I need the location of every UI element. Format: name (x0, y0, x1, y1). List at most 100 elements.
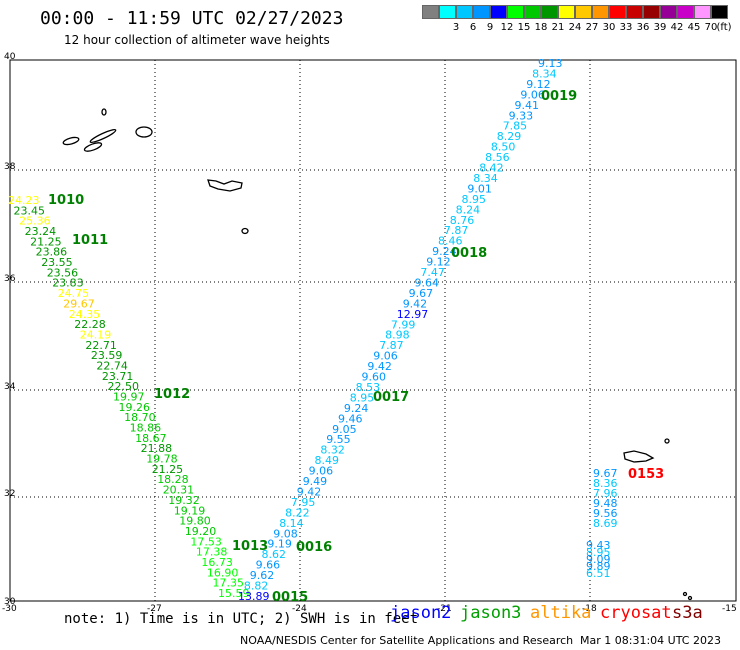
legend-label: 18 (534, 22, 548, 33)
legend-swatch (609, 5, 626, 19)
swh-value: 17.35 (213, 577, 245, 590)
swh-value: 8.50 (491, 141, 516, 154)
swh-value: 8.56 (485, 151, 510, 164)
swh-value: 22.28 (74, 318, 106, 331)
satellite-name: cryosat (600, 603, 672, 623)
legend-swatch (575, 5, 592, 19)
swh-value: 24.35 (69, 308, 101, 321)
legend-label: 70 (704, 22, 718, 33)
lon-tick-label: -27 (147, 604, 162, 614)
island (682, 591, 688, 597)
swh-value: 15.59 (218, 587, 250, 600)
lon-tick-label: -30 (2, 604, 17, 614)
swh-value: 8.76 (450, 214, 475, 227)
swh-value: 21.88 (141, 442, 173, 455)
legend-label: 42 (670, 22, 684, 33)
swh-value: 8.42 (479, 162, 504, 175)
swh-value: 19.32 (168, 494, 200, 507)
map-frame (9, 59, 737, 602)
lon-tick-label: -24 (292, 604, 307, 614)
swh-value: 9.55 (326, 433, 351, 446)
swh-value: 9.09 (586, 553, 611, 566)
legend-label: 33 (619, 22, 633, 33)
swh-value: 8.95 (350, 391, 375, 404)
swh-value: 9.06 (520, 88, 545, 101)
swh-value: 18.70 (124, 411, 156, 424)
legend-label: 27 (585, 22, 599, 33)
island (89, 129, 117, 143)
swh-value: 9.62 (250, 569, 274, 582)
lon-tick-label: -15 (722, 604, 737, 614)
lon-tick-label: -18 (582, 604, 597, 614)
legend-label: 45 (687, 22, 701, 33)
swh-value: 9.24 (344, 402, 369, 415)
swh-value: 7.96 (593, 487, 618, 500)
track-label: 0015 (272, 590, 308, 605)
swh-value: 9.33 (509, 109, 533, 122)
swh-value: 9.66 (256, 559, 281, 572)
swh-value: 7.85 (503, 120, 528, 133)
legend-swatch (626, 5, 643, 19)
credit-line: NOAA/NESDIS Center for Satellite Applica… (240, 634, 574, 647)
axis-tick-labels: -30 -27 -24 -21 -18 -15 40 38 36 34 32 30 (2, 52, 737, 614)
island (241, 227, 249, 235)
swh-value: 24.23 (8, 194, 40, 207)
swh-value: 8.24 (456, 203, 481, 216)
swh-value: 23.55 (41, 256, 72, 269)
track-label: 1013 (232, 539, 268, 554)
swh-value: 23.56 (47, 266, 78, 279)
lat-tick-label: 36 (4, 274, 16, 284)
swh-value: 29.67 (63, 297, 95, 310)
legend-swatch (456, 5, 473, 19)
legend-label: 12 (500, 22, 514, 33)
island (623, 450, 655, 463)
swh-value: 8.82 (244, 580, 269, 593)
lat-tick-label: 38 (4, 162, 16, 172)
legend-label: 3 (452, 22, 460, 33)
lon-tick-label: -21 (437, 604, 452, 614)
satellite-name: jason2 (390, 603, 452, 623)
legend-label: 39 (653, 22, 667, 33)
swh-value: 9.56 (593, 507, 618, 520)
swh-value: 9.42 (297, 486, 322, 499)
swh-value: 7.47 (420, 266, 445, 279)
track-label: 0017 (373, 390, 409, 405)
swh-value: 9.08 (273, 527, 298, 540)
swh-value: 8.22 (285, 506, 310, 519)
swh-value: 19.80 (179, 515, 211, 528)
swh-value: 9.67 (409, 287, 434, 300)
swh-value: 12.97 (397, 308, 429, 321)
lat-tick-label: 34 (4, 382, 16, 392)
legend-unit: (ft) (716, 22, 732, 33)
swh-value: 7.87 (379, 339, 404, 352)
island (207, 179, 243, 192)
legend-swatch (592, 5, 609, 19)
legend-swatch (507, 5, 524, 19)
satellite-name: s3a (672, 603, 703, 623)
swh-value: 22.71 (85, 339, 117, 352)
swh-value: 19.78 (146, 453, 178, 466)
swh-value: 9.19 (267, 538, 292, 551)
swh-value: 8.34 (473, 172, 498, 185)
swh-value: 9.48 (593, 497, 618, 510)
coastline-islands (62, 108, 693, 601)
swh-value: 9.89 (586, 560, 611, 573)
footer-note: note: 1) Time is in UTC; 2) SWH is in fe… (64, 611, 419, 627)
swh-value: 9.01 (467, 182, 492, 195)
swh-value: 19.20 (185, 525, 217, 538)
track-labels: 1010 1011 1012 1013 0015 0016 0017 0018 0019 0153 (48, 89, 664, 605)
swh-value: 16.73 (201, 556, 233, 569)
swh-value: 18.86 (130, 422, 162, 435)
swh-value: 9.12 (526, 78, 551, 91)
swh-value: 8.29 (497, 130, 522, 143)
legend-swatch (711, 5, 728, 19)
swh-value: 8.69 (593, 517, 618, 530)
swh-value: 23.71 (102, 370, 133, 383)
island (62, 136, 80, 146)
track-label: 1012 (154, 387, 190, 402)
swh-value: 6.51 (586, 567, 611, 580)
swh-value: 23.83 (52, 277, 83, 290)
swh-value: 7.95 (291, 496, 316, 509)
legend-swatch (541, 5, 558, 19)
